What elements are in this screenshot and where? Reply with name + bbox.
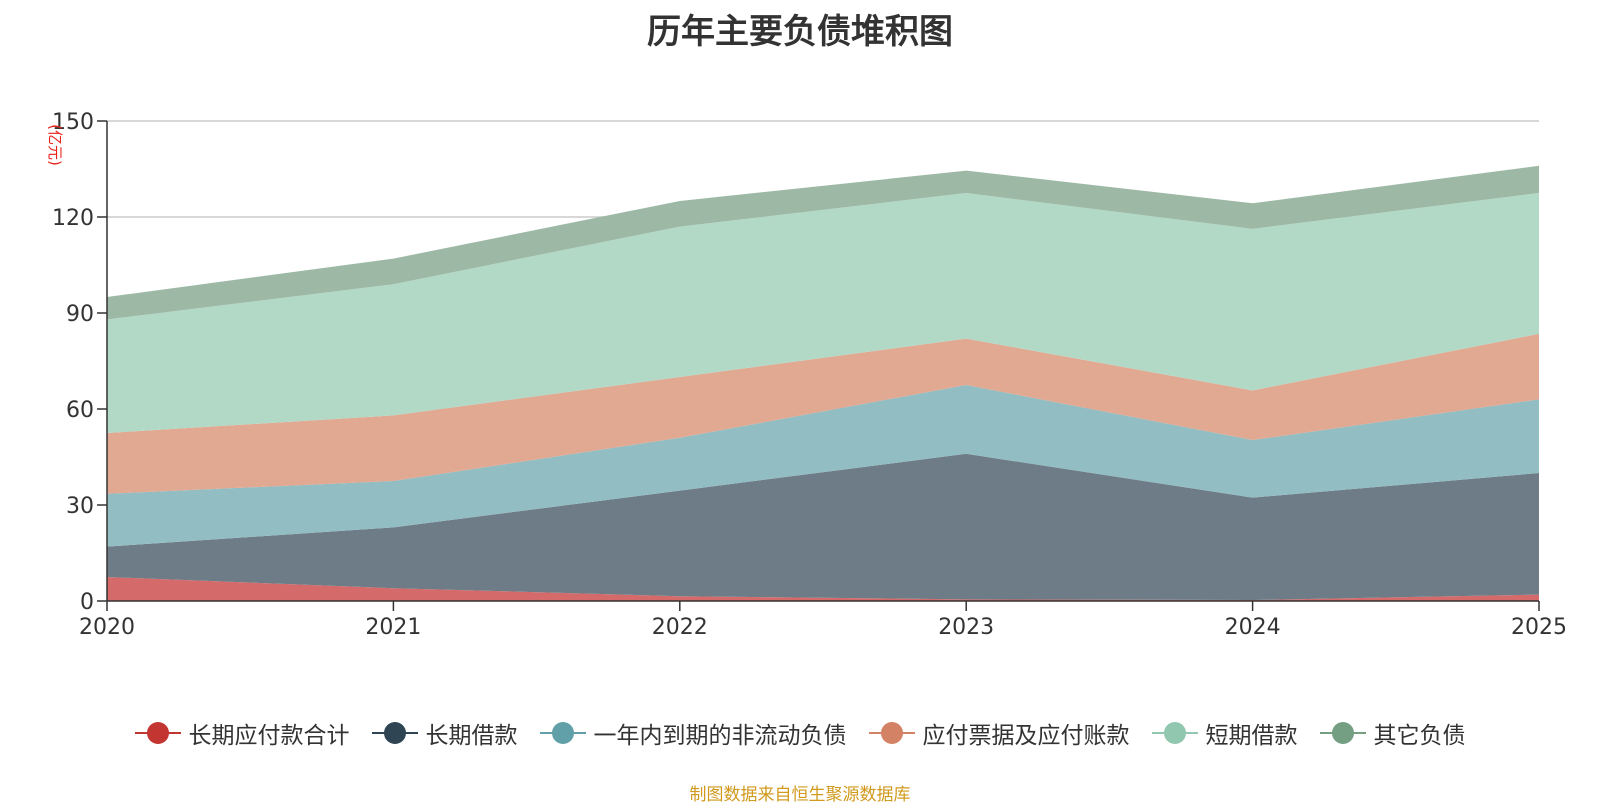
x-tick-label-2025: 2025	[1511, 615, 1567, 640]
area-series-0	[107, 577, 1539, 601]
y-tick-label-90: 90	[66, 302, 94, 327]
legend-item-3[interactable]: 应付票据及应付账款	[868, 716, 1130, 750]
tick-labels: 0 30 60 90 120 150 2020 2021 2022 2023 2024 2025	[52, 110, 1567, 640]
x-tick-label-2024: 2024	[1225, 615, 1281, 640]
y-tick-label-30: 30	[66, 494, 94, 519]
y-axis-unit-label: (亿元)	[46, 124, 64, 166]
legend-marker-icon	[868, 722, 915, 744]
legend-label: 其它负债	[1373, 723, 1466, 749]
legend: 长期应付款合计 长期借款 一年内到期的非流动负债 应付票据及应付账款 短期借款 其它负债	[0, 716, 1600, 750]
area-series-5	[107, 165, 1539, 320]
area-series-1	[107, 453, 1539, 601]
area-series-2	[107, 385, 1539, 547]
x-tick-label-2023: 2023	[938, 615, 994, 640]
legend-item-2[interactable]: 一年内到期的非流动负债	[539, 716, 847, 750]
x-tick-label-2020: 2020	[79, 615, 135, 640]
x-tick-label-2022: 2022	[652, 615, 708, 640]
y-tick-label-0: 0	[80, 590, 94, 615]
legend-marker-icon	[134, 722, 181, 744]
legend-label: 长期应付款合计	[188, 723, 350, 749]
area-series-4	[107, 193, 1539, 433]
y-tick-label-120: 120	[52, 206, 94, 231]
legend-label: 长期借款	[425, 723, 518, 749]
x-tick-label-2021: 2021	[365, 615, 421, 640]
legend-label: 一年内到期的非流动负债	[593, 723, 847, 749]
legend-label: 应付票据及应付账款	[922, 723, 1130, 749]
axes	[106, 121, 1539, 602]
legend-item-5[interactable]: 其它负债	[1319, 716, 1466, 750]
y-tick-label-60: 60	[66, 398, 94, 423]
source-note: 制图数据来自恒生聚源数据库	[689, 785, 911, 805]
chart-title: 历年主要负债堆积图	[647, 12, 953, 52]
y-tick-label-150: 150	[52, 110, 94, 135]
legend-marker-icon	[371, 722, 418, 744]
legend-marker-icon	[1319, 722, 1366, 744]
legend-item-0[interactable]: 长期应付款合计	[134, 716, 350, 750]
legend-marker-icon	[539, 722, 586, 744]
legend-item-1[interactable]: 长期借款	[371, 716, 518, 750]
area-series-3	[107, 333, 1539, 494]
legend-marker-icon	[1151, 722, 1198, 744]
legend-item-4[interactable]: 短期借款	[1151, 716, 1298, 750]
legend-label: 短期借款	[1205, 723, 1298, 749]
stacked-areas	[107, 165, 1539, 601]
